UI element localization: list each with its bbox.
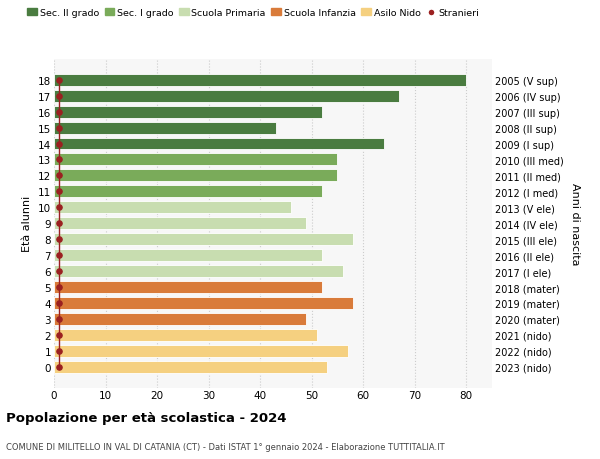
Bar (54, 186, 322, 198)
Point (55, 140, 64, 148)
Point (55, 220, 64, 227)
Bar (54, 123, 275, 134)
Point (55, 364, 64, 371)
Bar (54, 106, 322, 118)
Point (55, 173, 64, 180)
Point (55, 204, 64, 212)
Bar (54, 138, 384, 150)
Point (55, 93, 64, 100)
Point (55, 347, 64, 355)
Point (55, 268, 64, 275)
Bar (54, 74, 466, 86)
Bar (54, 250, 322, 262)
Bar (54, 265, 343, 277)
Bar (54, 329, 317, 341)
Bar (54, 154, 337, 166)
Y-axis label: Anni di nascita: Anni di nascita (570, 183, 580, 265)
Bar (54, 202, 291, 214)
Point (55, 284, 64, 291)
Point (55, 109, 64, 116)
Bar (54, 297, 353, 309)
Legend: Sec. II grado, Sec. I grado, Scuola Primaria, Scuola Infanzia, Asilo Nido, Stran: Sec. II grado, Sec. I grado, Scuola Prim… (23, 6, 483, 22)
Point (55, 124, 64, 132)
Bar (54, 218, 307, 230)
Bar (54, 345, 348, 357)
Text: COMUNE DI MILITELLO IN VAL DI CATANIA (CT) - Dati ISTAT 1° gennaio 2024 - Elabor: COMUNE DI MILITELLO IN VAL DI CATANIA (C… (6, 442, 445, 451)
Bar (54, 361, 327, 373)
Text: Popolazione per età scolastica - 2024: Popolazione per età scolastica - 2024 (6, 411, 287, 424)
Bar (54, 313, 307, 325)
Bar (54, 234, 353, 246)
Point (55, 77, 64, 84)
Bar (54, 90, 399, 102)
Point (55, 252, 64, 259)
Bar (54, 170, 337, 182)
Point (55, 188, 64, 196)
Point (55, 236, 64, 243)
Point (55, 316, 64, 323)
Point (55, 331, 64, 339)
Y-axis label: Età alunni: Età alunni (22, 196, 32, 252)
Point (55, 300, 64, 307)
Bar (54, 281, 322, 293)
Point (55, 157, 64, 164)
